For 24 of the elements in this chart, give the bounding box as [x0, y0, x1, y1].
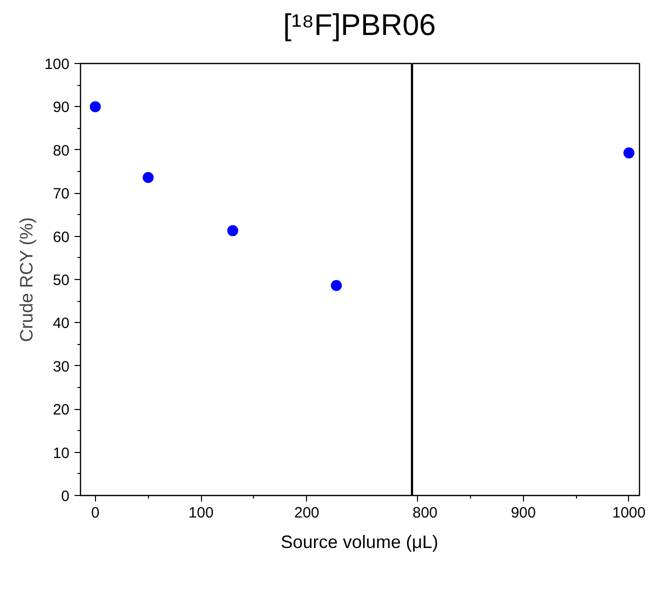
y-tick-label: 70: [52, 186, 70, 203]
y-tick-label: 60: [52, 228, 70, 246]
x-tick-label: 1000: [612, 504, 646, 522]
y-tick-label: 30: [52, 358, 70, 376]
x-tick-label: 100: [188, 504, 214, 522]
point: [227, 225, 238, 236]
point: [90, 101, 101, 112]
chart-title: [¹⁸F]PBR06: [283, 8, 436, 44]
x-tick-label: 900: [510, 504, 536, 522]
x-tick-label: 800: [412, 504, 438, 522]
y-tick-label: 20: [52, 402, 70, 419]
y-tick-label: 90: [52, 99, 70, 116]
y-tick-label: 40: [52, 315, 70, 332]
y-tick-label: 50: [52, 272, 70, 289]
point: [330, 280, 342, 292]
x-tick-label: 0: [91, 504, 100, 522]
y-tick-label: 100: [44, 56, 70, 73]
y-tick-label: 0: [61, 488, 70, 505]
point: [142, 172, 154, 184]
y-tick-label: 10: [52, 444, 70, 462]
y-tick-label: 80: [52, 142, 70, 160]
x-tick-label: 200: [294, 504, 320, 522]
x-axis-title: Source volume (μL): [280, 531, 438, 554]
y-axis-title: Crude RCY (%): [16, 217, 36, 342]
